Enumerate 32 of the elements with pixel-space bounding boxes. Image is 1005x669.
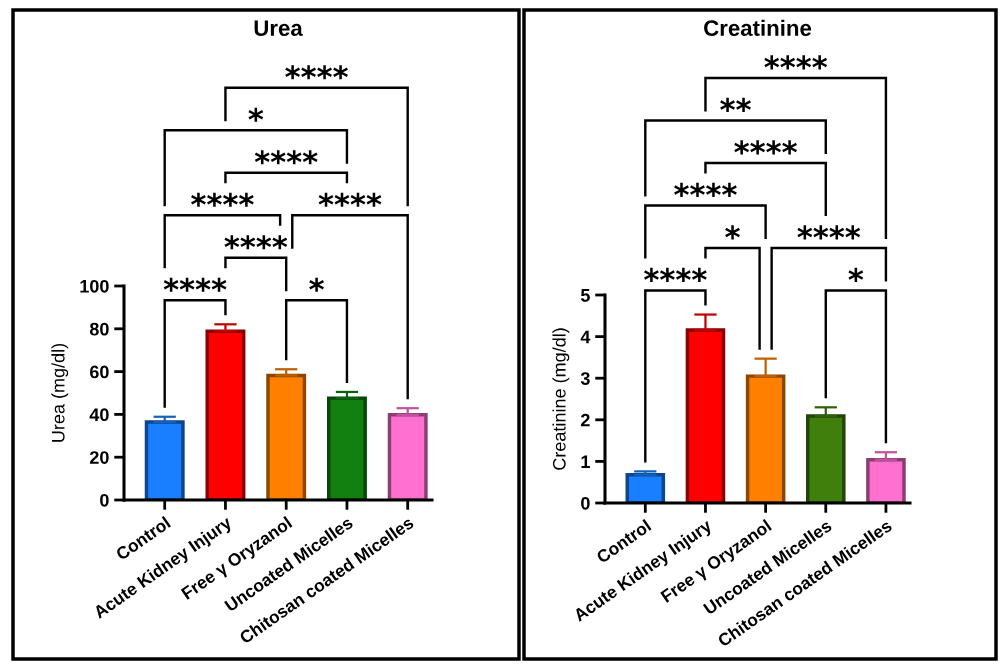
- y-tick-label: 3: [580, 372, 590, 385]
- text: ****: [191, 192, 254, 207]
- text: *: [848, 267, 864, 283]
- y-tick-label: 20: [89, 451, 109, 464]
- y-tick-label: 0: [100, 493, 109, 507]
- text: ****: [674, 182, 737, 198]
- y-tick-label: 80: [89, 322, 109, 336]
- y-axis-title: Urea (mg/dl): [51, 343, 69, 442]
- y-axis-title: Creatinine (mg/dl): [552, 328, 570, 470]
- text: ****: [224, 235, 288, 250]
- text: ****: [797, 225, 861, 240]
- y-tick-label: 5: [580, 289, 590, 302]
- text: **: [720, 97, 751, 113]
- y-tick-label: 1: [581, 455, 590, 468]
- y-tick-label: 2: [581, 413, 590, 427]
- text: ****: [318, 192, 382, 207]
- text: ****: [254, 150, 318, 165]
- text: ****: [734, 140, 797, 155]
- annotation: *: [309, 277, 324, 292]
- text: *: [725, 225, 740, 240]
- y-tick-label: 100: [80, 279, 109, 293]
- y-tick-label: 40: [89, 408, 109, 422]
- chart-title: Creatinine: [704, 19, 812, 36]
- chart-title: Urea: [254, 20, 303, 36]
- y-tick-label: 60: [90, 365, 109, 379]
- text: ****: [764, 55, 828, 70]
- y-tick-label: 0: [581, 496, 590, 510]
- y-tick-label: 4: [580, 330, 591, 344]
- text: *: [248, 107, 264, 122]
- text: ****: [285, 65, 348, 80]
- annotation: ****: [163, 277, 227, 292]
- text: ****: [644, 267, 707, 283]
